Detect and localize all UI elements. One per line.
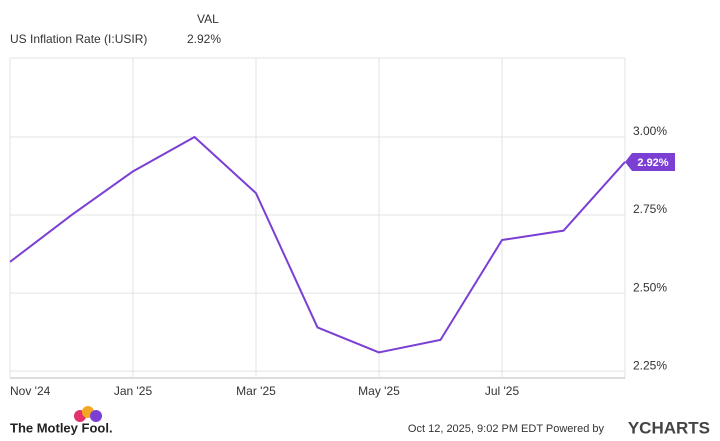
timestamp: Oct 12, 2025, 9:02 PM EDT Powered by	[408, 423, 605, 435]
x-tick-label: Mar '25	[236, 384, 276, 398]
y-tick-label: 2.75%	[633, 202, 667, 216]
line	[9, 135, 626, 354]
y-tick-label: 2.50%	[633, 280, 667, 294]
x-tick-label: Nov '24	[10, 384, 51, 398]
brand: The Motley Fool.	[10, 420, 113, 435]
legend-label: US Inflation Rate (I:USIR)	[10, 32, 147, 46]
x-tick-label: Jan '25	[114, 384, 153, 398]
fool-logo	[74, 406, 102, 422]
x-tick-label: May '25	[358, 384, 400, 398]
value-badge	[625, 152, 675, 171]
x-tick-label: Jul '25	[485, 384, 520, 398]
value-label: 2.92%	[637, 157, 668, 169]
value-header: VAL	[197, 12, 219, 26]
provider: YCHARTS	[628, 418, 710, 437]
y-tick-label: 2.25%	[633, 358, 667, 372]
legend-value: 2.92%	[187, 32, 221, 46]
y-tick-label: 3.00%	[633, 124, 667, 138]
